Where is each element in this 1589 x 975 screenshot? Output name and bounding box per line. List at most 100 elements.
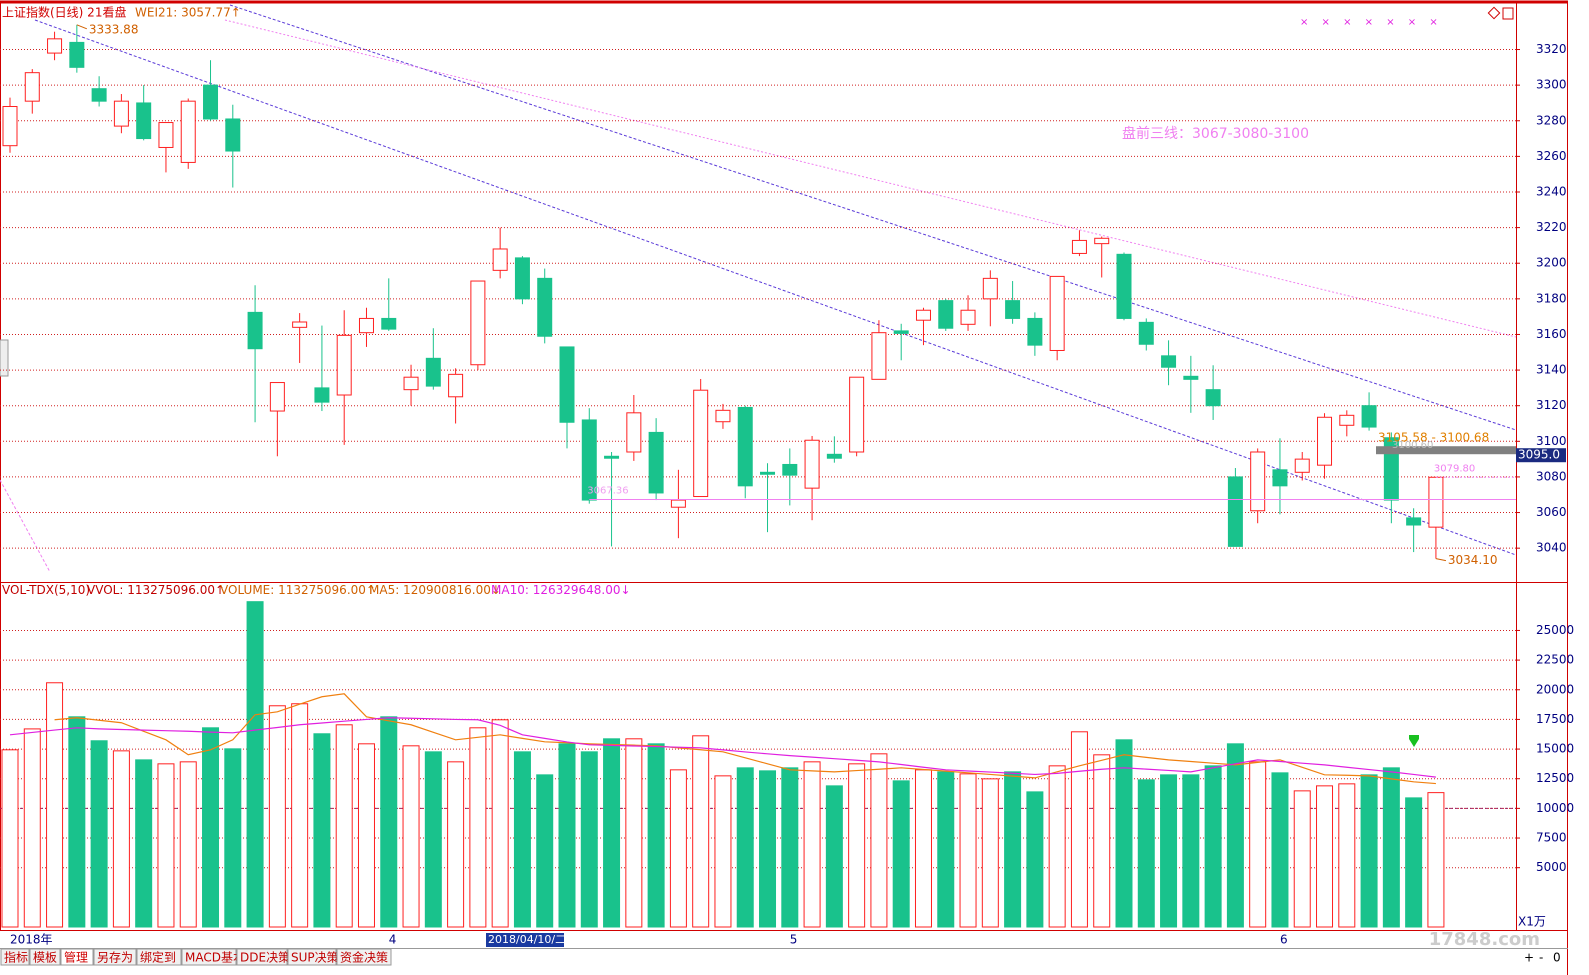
volume-bar xyxy=(246,601,264,928)
side-handle[interactable] xyxy=(0,339,9,377)
line-label: 3067.36 xyxy=(587,485,628,496)
price-marker xyxy=(1376,446,1516,455)
candle-body xyxy=(136,102,152,140)
tab[interactable]: 指标 xyxy=(0,948,30,966)
volume-bar xyxy=(736,767,754,928)
volume-bar xyxy=(959,773,977,928)
candle-body xyxy=(693,389,709,498)
volume-bar xyxy=(1204,765,1222,928)
volume-bar xyxy=(469,727,487,928)
candle-body xyxy=(247,311,263,350)
cursor-date: 2018/04/10/二 xyxy=(488,933,566,946)
legend-name: VOLUME xyxy=(220,583,270,597)
connector xyxy=(1435,558,1447,562)
candle-body xyxy=(1406,517,1422,526)
x-tick-label: 4 xyxy=(389,933,397,947)
candle-body xyxy=(760,471,776,475)
candle-body xyxy=(1339,414,1355,426)
candle-body xyxy=(403,376,419,391)
volume-bar xyxy=(981,778,999,928)
volume-bar xyxy=(1226,743,1244,928)
volume-bar xyxy=(424,751,442,928)
button[interactable]: - xyxy=(1539,951,1543,965)
tab[interactable]: MACD基本 xyxy=(181,948,245,966)
candle-body xyxy=(448,373,464,398)
y-tick-label: 10000 xyxy=(1536,801,1574,815)
volume-bar xyxy=(513,751,531,928)
volume-bar xyxy=(1004,771,1022,928)
candle-body xyxy=(1161,355,1177,368)
button[interactable]: + xyxy=(1524,951,1534,965)
candle-body xyxy=(113,100,129,127)
volume-bar xyxy=(892,780,910,928)
price-marker-tag xyxy=(1516,448,1566,463)
watermark: 17848.com xyxy=(1429,929,1540,950)
tab-box xyxy=(29,948,61,966)
y-tick-label: 3140 xyxy=(1536,363,1567,377)
volume-bar xyxy=(380,716,398,928)
trend-line xyxy=(229,4,1517,431)
volume-bar xyxy=(157,763,175,928)
y-tick-label: 12500 xyxy=(1536,771,1574,785)
tab-label[interactable]: 管理 xyxy=(64,950,88,965)
tab-label[interactable]: 另存为 xyxy=(97,951,133,965)
candle-body xyxy=(1227,476,1243,547)
volume-bar xyxy=(803,761,821,928)
tab-label[interactable]: 资金决策 xyxy=(340,950,388,965)
tab[interactable]: 绑定到 xyxy=(136,948,182,966)
tab[interactable]: DDE决策 xyxy=(236,948,290,966)
candle-body xyxy=(24,72,40,102)
volume-bar xyxy=(1293,790,1311,928)
candle-body xyxy=(715,409,731,423)
candle-body xyxy=(1027,317,1043,346)
button[interactable]: 0 xyxy=(1553,951,1561,965)
tab[interactable]: 管理 xyxy=(60,948,94,966)
tab-label[interactable]: 模板 xyxy=(33,951,57,965)
tab-label[interactable]: MACD基本 xyxy=(185,951,245,965)
volume-bar xyxy=(914,769,932,928)
volume-bar xyxy=(224,748,242,928)
y-tick-label: 20000 xyxy=(1536,682,1574,696)
candle-body xyxy=(1205,389,1221,407)
candle-body xyxy=(1317,416,1333,466)
tab-label[interactable]: DDE决策 xyxy=(240,951,290,965)
candle-body xyxy=(604,455,620,459)
candle-body xyxy=(1116,253,1132,319)
tab-label[interactable]: SUP决策 xyxy=(291,951,339,965)
volume-bar xyxy=(1249,761,1267,928)
icon[interactable] xyxy=(1502,7,1514,20)
range-text: 3105.58 - 3100.68 xyxy=(1378,431,1489,445)
tab-label[interactable]: 指标 xyxy=(4,950,28,965)
candle-body xyxy=(982,277,998,300)
tab[interactable]: 另存为 xyxy=(93,948,137,966)
volume-bar xyxy=(68,716,86,928)
x-tick-label: 6 xyxy=(1280,933,1288,947)
candle-body xyxy=(737,406,753,487)
candle-body xyxy=(425,357,441,387)
volume-bar xyxy=(447,761,465,928)
candle-body xyxy=(158,122,174,148)
volume-bar xyxy=(1405,797,1423,928)
indicator-name: VOL-TDX(5,10) xyxy=(2,583,90,597)
tab[interactable]: 模板 xyxy=(29,948,61,966)
x-tick-label: 2018年 xyxy=(10,933,53,947)
icon[interactable] xyxy=(1487,6,1501,20)
candle-body xyxy=(782,463,798,476)
candle-body xyxy=(358,317,374,334)
candle-body xyxy=(292,321,308,328)
volume-bar xyxy=(848,763,866,928)
tab-label[interactable]: 绑定到 xyxy=(140,950,176,965)
volume-bar xyxy=(402,745,420,928)
note: 盘前三线：3067-3080-3100 xyxy=(1122,125,1309,142)
high-label: 3333.88 xyxy=(89,22,139,36)
volume-bar xyxy=(1427,792,1445,928)
candle-body xyxy=(1071,239,1087,254)
marks: × × × × × × × xyxy=(1300,17,1443,28)
candle-body xyxy=(47,38,63,54)
tab[interactable]: SUP决策 xyxy=(287,948,339,966)
ghost-text: 3100.60 xyxy=(1392,440,1433,451)
vvol: VVOL: 113275096.00↑ xyxy=(87,583,225,597)
y-tick-label: 3280 xyxy=(1536,113,1567,127)
tab[interactable]: 资金决策 xyxy=(336,948,392,966)
